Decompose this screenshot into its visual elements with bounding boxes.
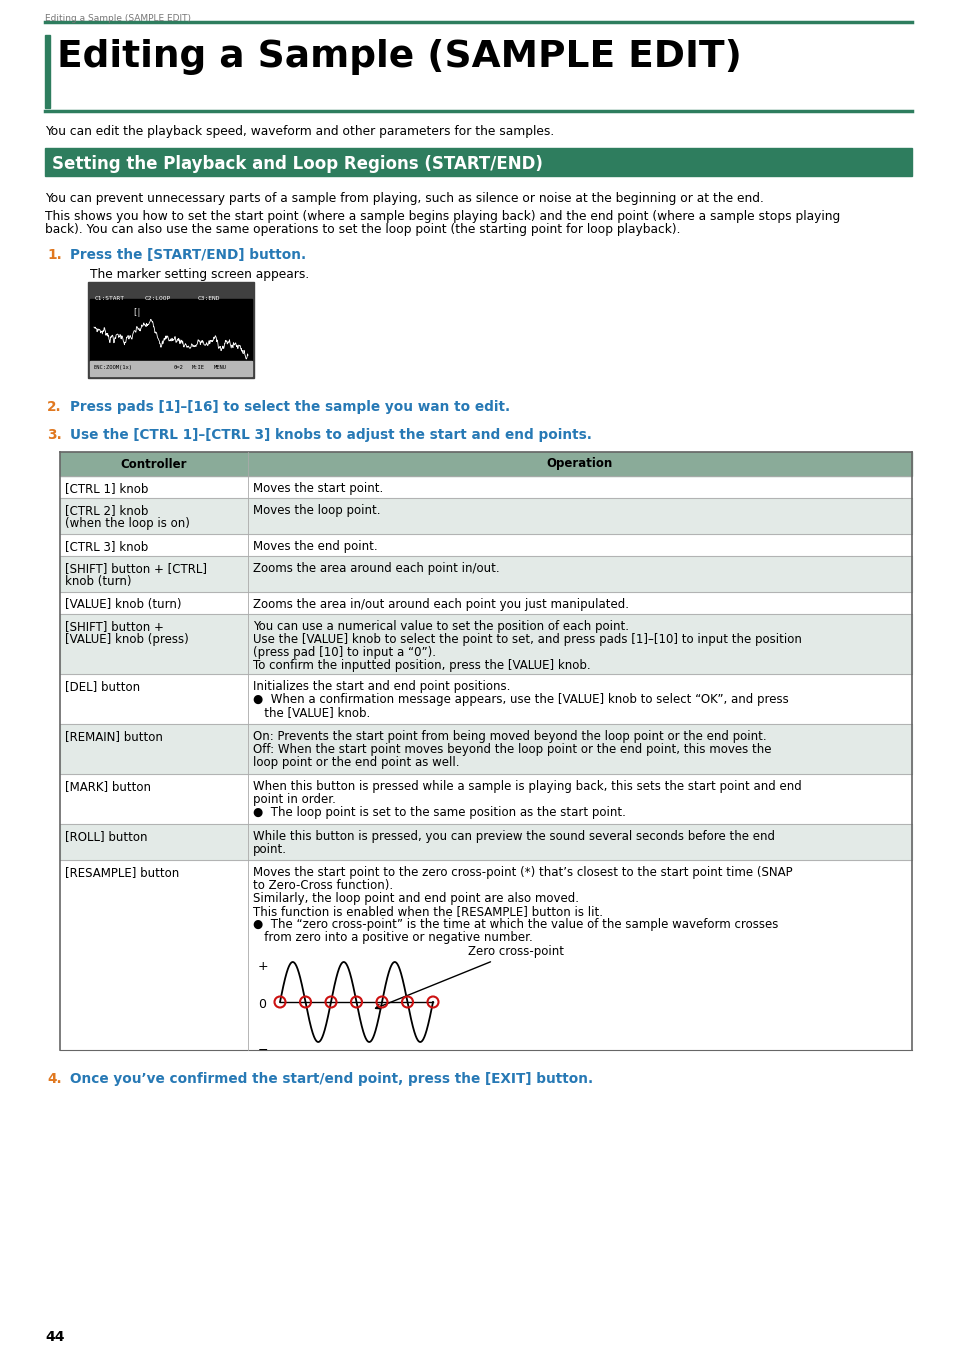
Text: C1:START: C1:START [95,296,125,301]
Text: To confirm the inputted position, press the [VALUE] knob.: To confirm the inputted position, press … [253,659,590,672]
Text: MENU: MENU [213,364,227,370]
Text: Controller: Controller [121,458,187,471]
Bar [60,614,911,674]
Text: When this button is pressed while a sample is playing back, this sets the start : When this button is pressed while a samp… [253,780,801,792]
Text: Once you’ve confirmed the start/end point, press the [EXIT] button.: Once you’ve confirmed the start/end poin… [70,1072,593,1085]
Text: from zero into a positive or negative number.: from zero into a positive or negative nu… [253,931,532,944]
Text: Editing a Sample (SAMPLE EDIT): Editing a Sample (SAMPLE EDIT) [57,39,741,76]
Text: [RESAMPLE] button: [RESAMPLE] button [65,865,179,879]
Text: the [VALUE] knob.: the [VALUE] knob. [253,706,370,720]
Text: [CTRL 1] knob: [CTRL 1] knob [65,482,149,495]
Text: Press pads [1]–[16] to select the sample you wan to edit.: Press pads [1]–[16] to select the sample… [70,400,510,414]
Text: Initializes the start and end point positions.: Initializes the start and end point posi… [253,680,510,693]
Bar [60,452,911,477]
Text: [CTRL 2] knob: [CTRL 2] knob [65,504,149,517]
Text: While this button is pressed, you can preview the sound several seconds before t: While this button is pressed, you can pr… [253,830,774,842]
Text: Zero cross-point: Zero cross-point [375,945,563,1008]
Text: [SHIFT] button +: [SHIFT] button + [65,620,164,633]
Text: (when the loop is on): (when the loop is on) [65,517,190,531]
Bar [90,360,252,377]
Text: 2.: 2. [47,400,62,414]
Text: [DEL] button: [DEL] button [65,680,140,693]
Text: 3.: 3. [47,428,62,441]
Text: [CTRL 3] knob: [CTRL 3] knob [65,540,148,553]
Text: 1.: 1. [47,248,62,262]
Text: Moves the loop point.: Moves the loop point. [253,504,380,517]
Text: Use the [VALUE] knob to select the point to set, and press pads [1]–[10] to inpu: Use the [VALUE] knob to select the point… [253,633,801,647]
Text: Press the [START/END] button.: Press the [START/END] button. [70,248,306,262]
Bar [45,148,911,176]
Text: Zooms the area around each point in/out.: Zooms the area around each point in/out. [253,562,499,575]
Bar [60,824,911,860]
Text: M:IE: M:IE [192,364,205,370]
Text: On: Prevents the start point from being moved beyond the loop point or the end p: On: Prevents the start point from being … [253,730,766,742]
Bar [60,556,911,593]
Bar [60,724,911,774]
Text: You can use a numerical value to set the position of each point.: You can use a numerical value to set the… [253,620,628,633]
Bar [60,498,911,535]
Text: The marker setting screen appears.: The marker setting screen appears. [90,269,309,281]
Text: ●  The “zero cross-point” is the time at which the value of the sample waveform : ● The “zero cross-point” is the time at … [253,918,778,932]
Text: Moves the start point to the zero cross-point (*) that’s closest to the start po: Moves the start point to the zero cross-… [253,865,792,879]
Text: (press pad [10] to input a “0”).: (press pad [10] to input a “0”). [253,647,436,659]
Text: [SHIFT] button + [CTRL]: [SHIFT] button + [CTRL] [65,562,207,575]
Text: Setting the Playback and Loop Regions (START/END): Setting the Playback and Loop Regions (S… [52,155,542,173]
Text: [VALUE] knob (press): [VALUE] knob (press) [65,633,189,647]
Text: [REMAIN] button: [REMAIN] button [65,730,163,742]
Text: C2:LOOP: C2:LOOP [145,296,172,301]
Text: to Zero-Cross function).: to Zero-Cross function). [253,879,393,892]
Text: back). You can also use the same operations to set the loop point (the starting : back). You can also use the same operati… [45,223,679,236]
Text: ●  The loop point is set to the same position as the start point.: ● The loop point is set to the same posi… [253,806,625,819]
Bar [90,298,252,377]
Text: Moves the end point.: Moves the end point. [253,540,377,553]
Text: ENC:ZOOM(1x): ENC:ZOOM(1x) [94,364,132,370]
Text: C3:END: C3:END [198,296,220,301]
Text: [|: [| [132,308,141,317]
Text: point in order.: point in order. [253,792,335,806]
Text: You can edit the playback speed, waveform and other parameters for the samples.: You can edit the playback speed, wavefor… [45,126,554,138]
Text: 0=2: 0=2 [173,364,184,370]
Text: 4.: 4. [47,1072,62,1085]
Text: [ROLL] button: [ROLL] button [65,830,148,842]
Text: [MARK] button: [MARK] button [65,780,151,792]
Text: E: E [242,369,246,373]
Text: loop point or the end point as well.: loop point or the end point as well. [253,756,459,770]
Text: Use the [CTRL 1]–[CTRL 3] knobs to adjust the start and end points.: Use the [CTRL 1]–[CTRL 3] knobs to adjus… [70,428,591,441]
Text: −: − [257,1044,268,1057]
Text: ●  When a confirmation message appears, use the [VALUE] knob to select “OK”, and: ● When a confirmation message appears, u… [253,693,788,706]
Text: Off: When the start point moves beyond the loop point or the end point, this mov: Off: When the start point moves beyond t… [253,743,771,756]
Text: Zooms the area in/out around each point you just manipulated.: Zooms the area in/out around each point … [253,598,628,612]
Text: Operation: Operation [546,458,613,471]
Text: 44: 44 [45,1330,65,1345]
Text: +: + [257,960,269,973]
Bar [45,35,50,108]
Text: S: S [94,369,97,373]
Text: You can prevent unnecessary parts of a sample from playing, such as silence or n: You can prevent unnecessary parts of a s… [45,192,763,205]
Bar [88,282,253,378]
Text: Moves the start point.: Moves the start point. [253,482,383,495]
Text: Similarly, the loop point and end point are also moved.: Similarly, the loop point and end point … [253,892,578,904]
Text: point.: point. [253,842,287,856]
Text: Editing a Sample (SAMPLE EDIT): Editing a Sample (SAMPLE EDIT) [45,14,191,23]
Text: knob (turn): knob (turn) [65,575,132,589]
Text: This function is enabled when the [RESAMPLE] button is lit.: This function is enabled when the [RESAM… [253,904,602,918]
Text: [VALUE] knob (turn): [VALUE] knob (turn) [65,598,181,612]
Text: 0: 0 [257,998,266,1011]
Text: This shows you how to set the start point (where a sample begins playing back) a: This shows you how to set the start poin… [45,211,840,223]
